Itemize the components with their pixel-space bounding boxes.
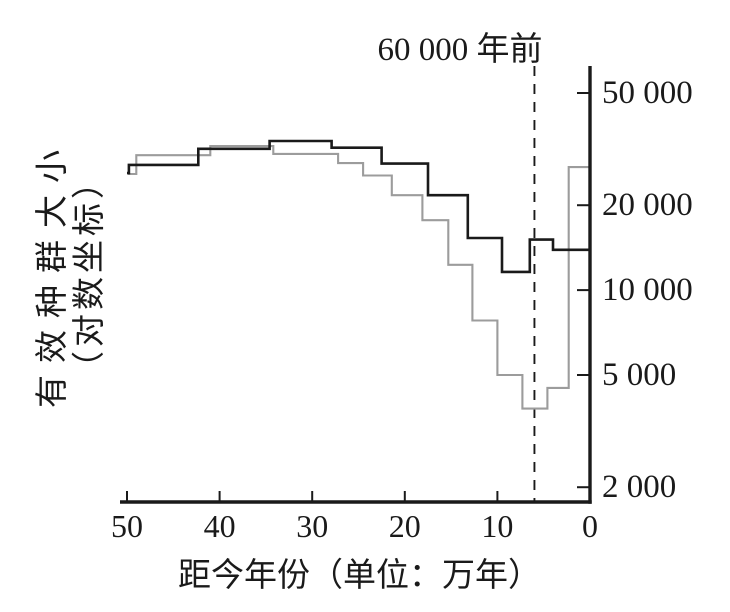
x-tick-label: 40 [203,508,236,544]
y-tick-label: 2 000 [602,469,677,506]
x-axis-title: 距今年份（单位：万年） [178,558,541,594]
x-tick-label: 20 [388,508,421,544]
annotation-60000-years: 60 000 年前 [377,32,543,68]
x-tick-label: 30 [296,508,329,544]
y-tick-label: 50 000 [602,75,693,111]
y-axis-title-line2: （对数坐标） [72,162,108,384]
y-axis-title: 有效种群大小 （对数坐标） [35,138,109,408]
y-tick-label: 5 000 [602,357,677,393]
light-gray-population-line [127,145,590,410]
y-axis-title-line1: 有效种群大小 [35,138,71,408]
x-tick-label: 50 [111,508,143,544]
dark-black-population-line [127,139,590,274]
y-tick-label: 20 000 [602,187,693,224]
x-tick-label: 0 [582,508,598,544]
x-tick-label: 10 [481,508,514,544]
y-tick-label: 10 000 [602,272,693,309]
